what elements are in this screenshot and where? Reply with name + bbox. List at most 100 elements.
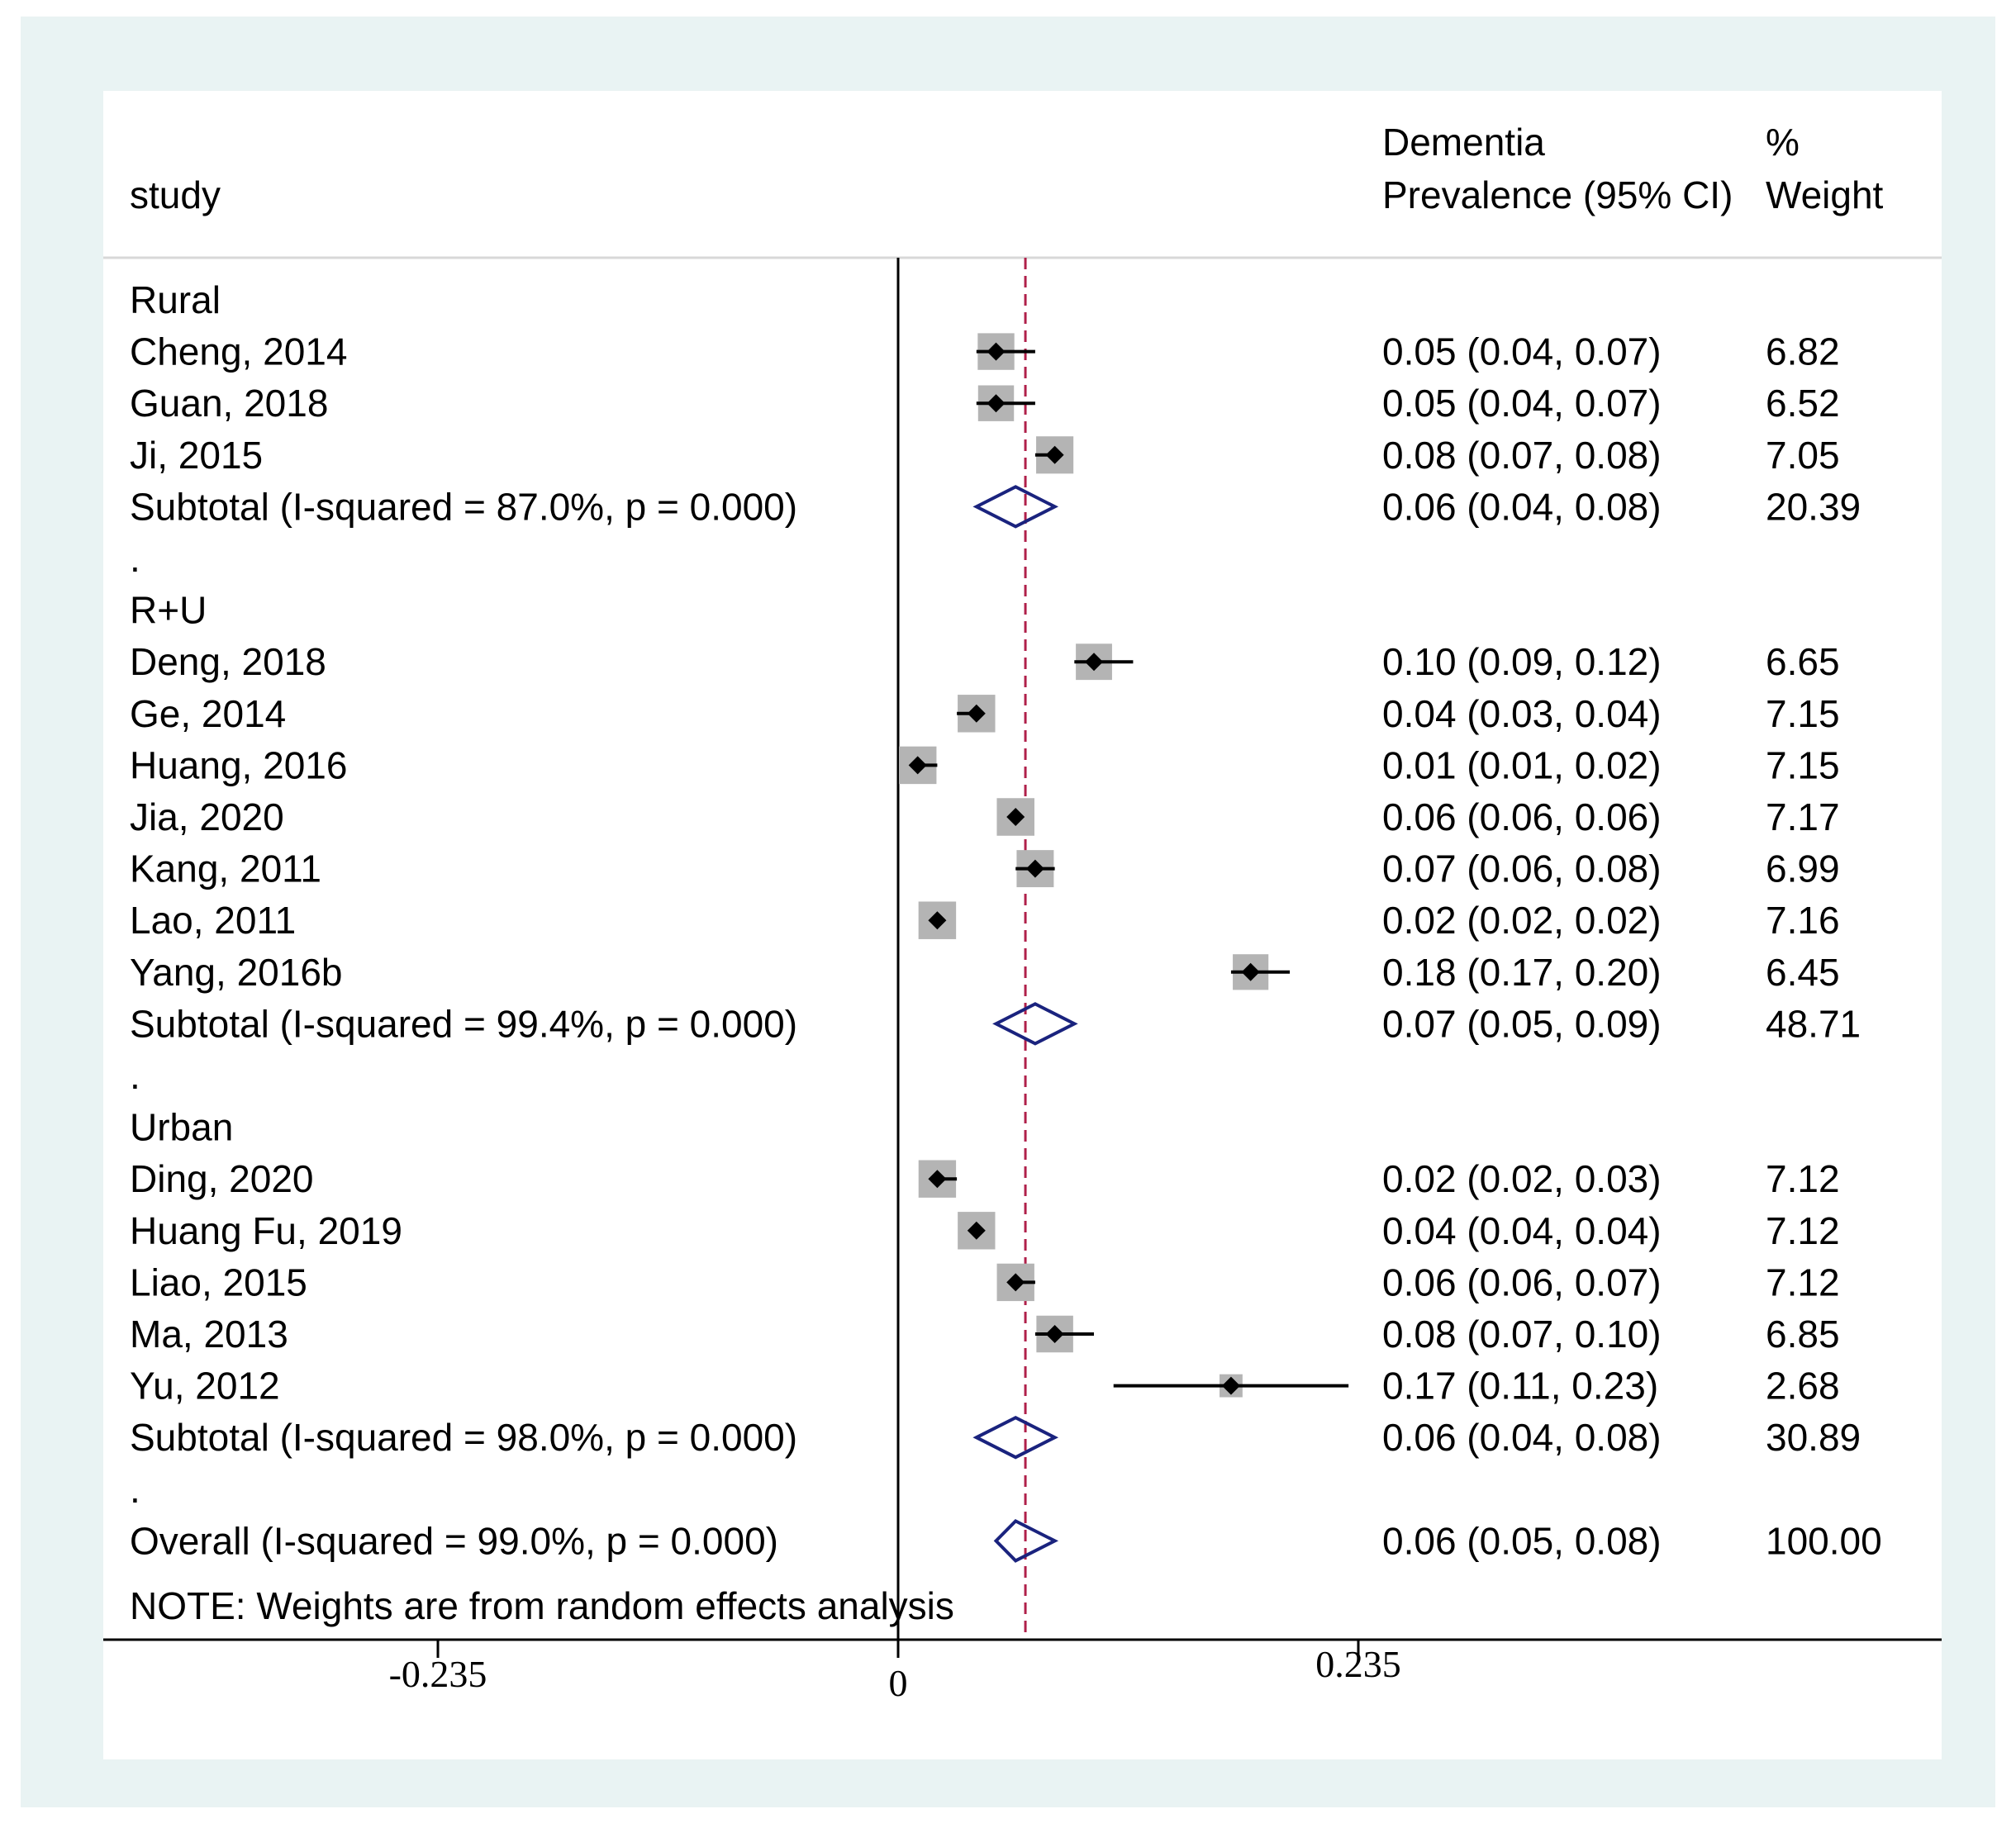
study-label: Kang, 2011 — [130, 848, 321, 890]
study-row: Huang, 2016 0.01 (0.01, 0.02) 7.15 — [130, 743, 1840, 786]
study-label: Yu, 2012 — [130, 1365, 280, 1408]
subtotal-row-label: Subtotal (I-squared = 87.0%, p = 0.000) — [130, 485, 797, 528]
subtotal-row-label: Subtotal (I-squared = 98.0%, p = 0.000) — [130, 1416, 797, 1459]
estimate-ci-text: 0.17 (0.11, 0.23) — [1382, 1365, 1658, 1408]
estimate-ci-text: 0.10 (0.09, 0.12) — [1382, 640, 1662, 683]
weight-value: 20.39 — [1766, 485, 1861, 528]
x-tick-label: 0.235 — [1315, 1643, 1401, 1685]
subtotal-row: Subtotal (I-squared = 87.0%, p = 0.000) 0… — [130, 485, 1861, 529]
weight-value: 48.71 — [1766, 1002, 1861, 1045]
study-row: Deng, 2018 0.10 (0.09, 0.12) 6.65 — [130, 640, 1840, 683]
study-row: Yang, 2016b 0.18 (0.17, 0.20) 6.45 — [130, 951, 1840, 994]
estimate-ci-text: 0.04 (0.04, 0.04) — [1382, 1209, 1662, 1252]
x-tick-label: 0 — [889, 1662, 908, 1704]
study-label: Ding, 2020 — [130, 1157, 314, 1200]
weight-value: 7.12 — [1766, 1261, 1840, 1303]
pooled-diamond — [993, 1518, 1059, 1563]
estimate-ci-text: 0.07 (0.05, 0.09) — [1382, 1002, 1662, 1045]
x-tick-label: -0.235 — [389, 1653, 487, 1695]
pooled-diamond — [992, 1002, 1078, 1046]
study-row: Lao, 2011 0.02 (0.02, 0.02) 7.16 — [130, 899, 1840, 942]
weight-value: 6.82 — [1766, 330, 1840, 373]
estimate-ci-text: 0.08 (0.07, 0.08) — [1382, 434, 1662, 477]
note-text: NOTE: Weights are from random effects an… — [130, 1584, 954, 1627]
point-estimate — [1045, 445, 1064, 464]
weight-value: 7.12 — [1766, 1209, 1840, 1252]
point-estimate — [1221, 1376, 1240, 1395]
study-row: Jia, 2020 0.06 (0.06, 0.06) 7.17 — [130, 795, 1840, 838]
header-estimate-line1: Dementia — [1382, 121, 1545, 164]
point-estimate — [1045, 1325, 1064, 1343]
point-estimate — [1006, 1273, 1025, 1292]
point-estimate — [1006, 808, 1025, 826]
estimate-ci-text: 0.06 (0.05, 0.08) — [1382, 1519, 1662, 1562]
study-row: Cheng, 2014 0.05 (0.04, 0.07) 6.82 — [130, 330, 1840, 373]
plot-panel — [103, 91, 1942, 1759]
estimate-ci-text: 0.01 (0.01, 0.02) — [1382, 743, 1662, 786]
weight-value: 6.65 — [1766, 640, 1840, 683]
point-estimate — [967, 704, 986, 723]
header-estimate-line2: Prevalence (95% CI) — [1382, 173, 1733, 216]
header-study: study — [130, 173, 221, 216]
estimate-ci-text: 0.06 (0.04, 0.08) — [1382, 485, 1662, 528]
study-row: Ge, 2014 0.04 (0.03, 0.04) 7.15 — [130, 692, 1840, 735]
weight-value: 6.52 — [1766, 382, 1840, 425]
weight-value: 6.85 — [1766, 1313, 1840, 1356]
study-row: Huang Fu, 2019 0.04 (0.04, 0.04) 7.12 — [130, 1209, 1840, 1252]
estimate-ci-text: 0.06 (0.04, 0.08) — [1382, 1416, 1662, 1459]
estimate-ci-text: 0.04 (0.03, 0.04) — [1382, 692, 1662, 735]
estimate-ci-text: 0.06 (0.06, 0.07) — [1382, 1261, 1662, 1303]
weight-value: 6.99 — [1766, 848, 1840, 890]
study-row: Liao, 2015 0.06 (0.06, 0.07) 7.12 — [130, 1261, 1840, 1303]
point-estimate — [928, 1170, 947, 1189]
estimate-ci-text: 0.02 (0.02, 0.02) — [1382, 899, 1662, 942]
pooled-diamond — [972, 485, 1059, 529]
study-row: Guan, 2018 0.05 (0.04, 0.07) 6.52 — [130, 382, 1840, 425]
study-row: Ma, 2013 0.08 (0.07, 0.10) 6.85 — [130, 1313, 1840, 1356]
study-label: Lao, 2011 — [130, 899, 296, 942]
point-estimate — [908, 756, 927, 775]
study-label: Huang Fu, 2019 — [130, 1209, 402, 1252]
study-row: Yu, 2012 0.17 (0.11, 0.23) 2.68 — [130, 1365, 1840, 1408]
study-label: Yang, 2016b — [130, 951, 343, 994]
group-separator: . — [130, 1054, 140, 1097]
group-heading: Rural — [130, 278, 221, 321]
group-heading: R+U — [130, 589, 207, 632]
study-row: Kang, 2011 0.07 (0.06, 0.08) 6.99 — [130, 848, 1840, 890]
group-separator: . — [130, 537, 140, 580]
subtotal-row: Subtotal (I-squared = 99.4%, p = 0.000) 0… — [130, 1002, 1861, 1046]
study-label: Ji, 2015 — [130, 434, 263, 477]
weight-value: 7.17 — [1766, 795, 1840, 838]
study-label: Guan, 2018 — [130, 382, 328, 425]
pooled-diamond — [972, 1415, 1059, 1460]
weight-value: 2.68 — [1766, 1365, 1840, 1408]
group-separator: . — [130, 1468, 140, 1511]
weight-value: 7.15 — [1766, 692, 1840, 735]
overall-row-label: Overall (I-squared = 99.0%, p = 0.000) — [130, 1519, 778, 1562]
point-estimate — [1241, 962, 1260, 981]
weight-value: 100.00 — [1766, 1519, 1882, 1562]
weight-value: 7.16 — [1766, 899, 1840, 942]
weight-value: 7.15 — [1766, 743, 1840, 786]
weight-value: 7.12 — [1766, 1157, 1840, 1200]
estimate-ci-text: 0.07 (0.06, 0.08) — [1382, 848, 1662, 890]
header-weight-line1: % — [1766, 121, 1800, 164]
point-estimate — [928, 911, 947, 930]
weight-value: 6.45 — [1766, 951, 1840, 994]
group-heading: Urban — [130, 1106, 233, 1149]
point-estimate — [1025, 859, 1044, 878]
estimate-ci-text: 0.05 (0.04, 0.07) — [1382, 330, 1662, 373]
point-estimate — [1085, 653, 1104, 672]
study-row: Ji, 2015 0.08 (0.07, 0.08) 7.05 — [130, 434, 1840, 477]
study-label: Ge, 2014 — [130, 692, 286, 735]
point-estimate — [987, 342, 1006, 361]
study-row: Ding, 2020 0.02 (0.02, 0.03) 7.12 — [130, 1157, 1840, 1200]
estimate-ci-text: 0.06 (0.06, 0.06) — [1382, 795, 1662, 838]
study-label: Huang, 2016 — [130, 743, 347, 786]
study-label: Jia, 2020 — [130, 795, 284, 838]
weight-value: 30.89 — [1766, 1416, 1861, 1459]
study-label: Deng, 2018 — [130, 640, 326, 683]
estimate-ci-text: 0.02 (0.02, 0.03) — [1382, 1157, 1662, 1200]
